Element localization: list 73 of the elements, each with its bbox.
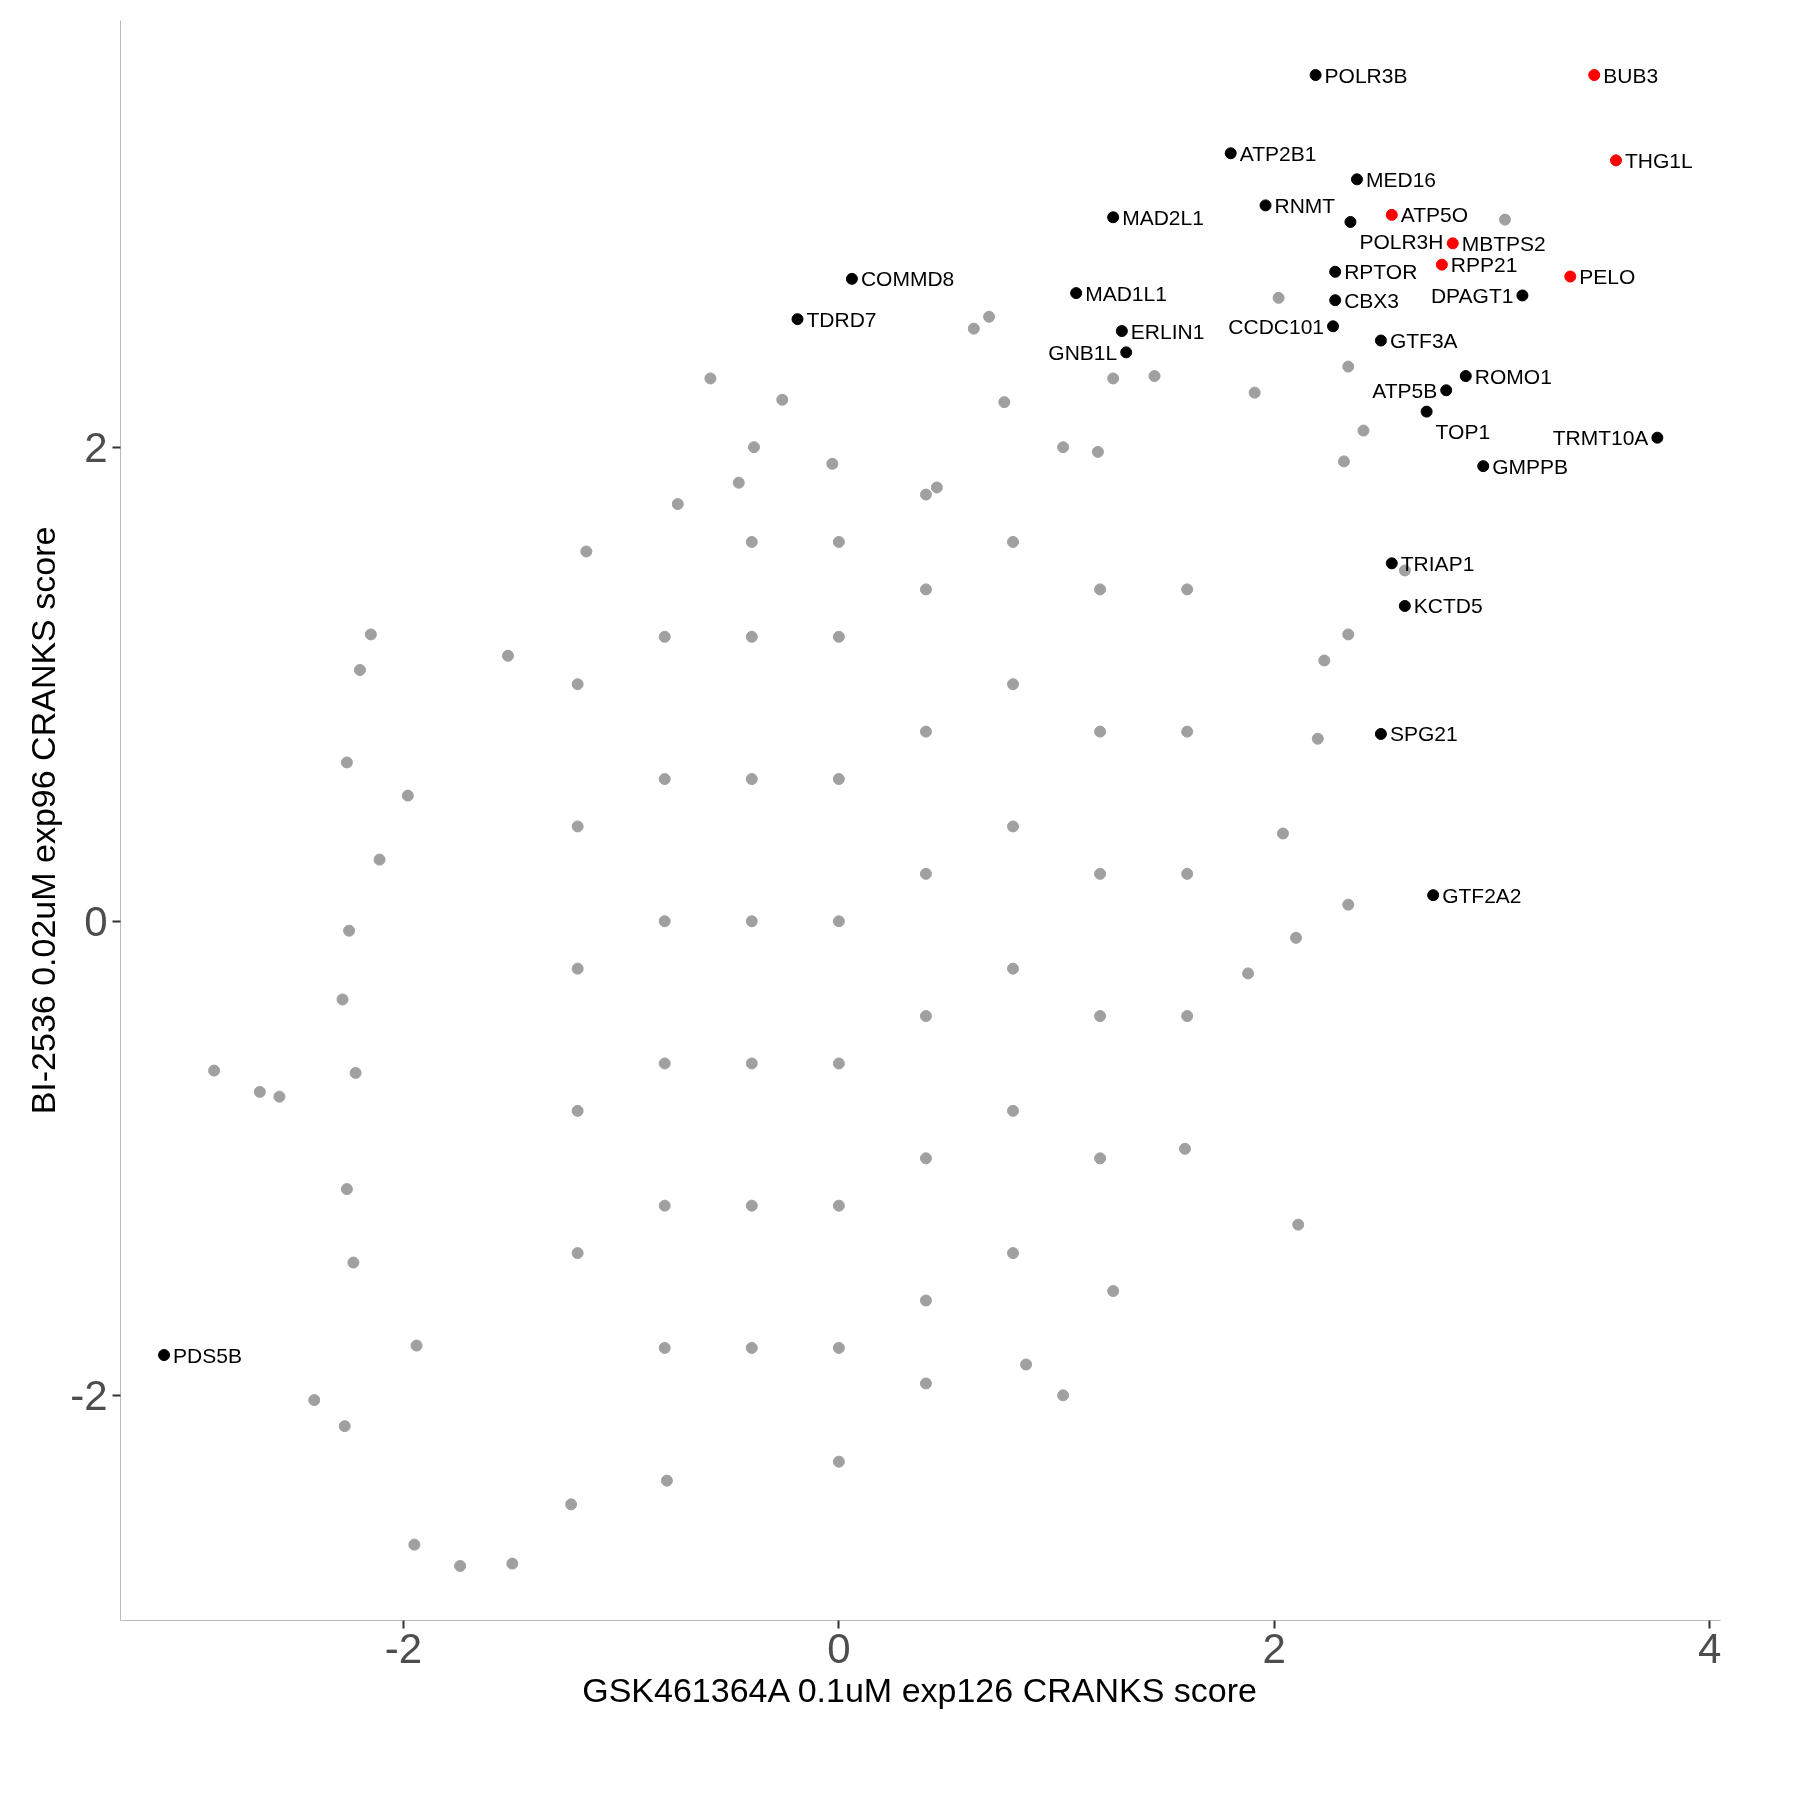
annotation: POLR3H bbox=[1359, 230, 1444, 254]
point bbox=[1115, 325, 1128, 338]
annotation: GTF3A bbox=[1389, 329, 1458, 352]
annotation: PDS5B bbox=[173, 1343, 242, 1367]
annotation: CCDC101 bbox=[1228, 314, 1325, 338]
annotation: KCTD5 bbox=[1413, 594, 1483, 618]
point bbox=[1329, 265, 1342, 278]
x-tick-label: 2 bbox=[1262, 1624, 1286, 1672]
point bbox=[1435, 258, 1448, 271]
point bbox=[1385, 557, 1398, 570]
annotation: BUB3 bbox=[1603, 63, 1659, 87]
annotation: PELO bbox=[1579, 265, 1636, 288]
annotation: DPAGT1 bbox=[1430, 283, 1514, 307]
annotation: ATP5O bbox=[1400, 203, 1469, 227]
annotation: TDRD7 bbox=[806, 307, 877, 331]
annotation: ROMO1 bbox=[1474, 364, 1552, 388]
point bbox=[1459, 370, 1472, 383]
y-tick-label: 0 bbox=[84, 897, 108, 945]
point bbox=[1374, 727, 1387, 740]
point bbox=[1477, 460, 1490, 473]
annotation: COMMD8 bbox=[860, 267, 955, 291]
point bbox=[1385, 208, 1398, 221]
annotation: TRIAP1 bbox=[1400, 551, 1475, 575]
x-tick-label: 0 bbox=[827, 1624, 851, 1672]
point bbox=[1440, 384, 1453, 397]
x-axis-title: GSK461364A 0.1uM exp126 CRANKS score bbox=[582, 1670, 1257, 1709]
point bbox=[1427, 889, 1440, 902]
annotation: ATP5B bbox=[1372, 378, 1438, 402]
point bbox=[1327, 320, 1340, 333]
annotation: ERLIN1 bbox=[1130, 319, 1205, 343]
annotation: GNB1L bbox=[1048, 340, 1118, 364]
point bbox=[1120, 346, 1133, 359]
point bbox=[1420, 405, 1433, 418]
point bbox=[791, 313, 804, 326]
x-tick-label: 4 bbox=[1697, 1624, 1722, 1672]
point bbox=[1398, 599, 1411, 612]
point bbox=[1224, 147, 1237, 160]
annotation: GMPPB bbox=[1492, 454, 1569, 478]
point bbox=[1564, 270, 1577, 283]
annotation: THG1L bbox=[1625, 148, 1693, 172]
y-axis-title: BI-2536 0.02uM exp96 CRANKS score bbox=[24, 526, 63, 1115]
y-tick-label: -2 bbox=[70, 1371, 108, 1419]
annotation: CBX3 bbox=[1344, 288, 1400, 312]
annotation: RPTOR bbox=[1344, 260, 1418, 284]
annotation: MAD2L1 bbox=[1122, 205, 1204, 229]
annotation: TRMT10A bbox=[1552, 426, 1649, 450]
annotation: GTF2A2 bbox=[1442, 883, 1522, 907]
y-tick-label: 2 bbox=[84, 423, 108, 471]
point bbox=[1350, 173, 1363, 186]
annotation: ATP2B1 bbox=[1239, 141, 1317, 165]
point bbox=[1446, 237, 1459, 250]
annotation: MBTPS2 bbox=[1461, 231, 1546, 255]
annotation: RNMT bbox=[1274, 193, 1336, 217]
annotation: SPG21 bbox=[1389, 722, 1458, 746]
x-tick-label: -2 bbox=[384, 1624, 423, 1672]
point bbox=[1259, 199, 1272, 212]
point bbox=[1329, 294, 1342, 307]
annotation: POLR3B bbox=[1324, 63, 1408, 87]
point bbox=[845, 272, 858, 285]
point bbox=[158, 1349, 171, 1362]
point bbox=[1107, 211, 1120, 224]
point bbox=[1070, 287, 1083, 300]
point bbox=[1588, 69, 1601, 82]
annotation: RPP21 bbox=[1450, 253, 1518, 277]
point bbox=[1309, 69, 1322, 82]
annotation: TOP1 bbox=[1435, 420, 1491, 444]
point bbox=[1374, 334, 1387, 347]
point bbox=[1516, 289, 1529, 302]
point bbox=[1651, 431, 1664, 444]
point bbox=[1344, 215, 1357, 228]
annotation: MED16 bbox=[1365, 167, 1436, 191]
annotation: MAD1L1 bbox=[1085, 281, 1167, 305]
point bbox=[1610, 154, 1623, 167]
